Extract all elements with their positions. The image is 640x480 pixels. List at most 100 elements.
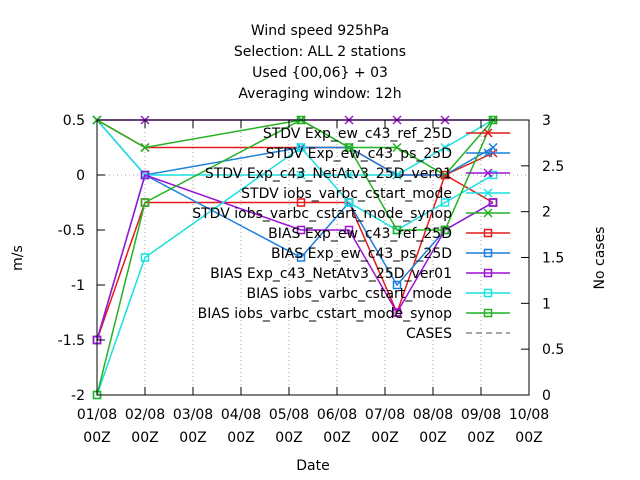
legend-label: STDV Exp_ew_c43_ref_25D <box>263 126 452 142</box>
data-point <box>344 198 354 207</box>
legend-swatch <box>466 268 510 278</box>
legend-swatch <box>466 188 510 198</box>
data-point <box>296 143 306 152</box>
y-tick-label: 0.5 <box>63 113 85 129</box>
y-tick-label: -1 <box>71 278 85 294</box>
x-tick-label: 10/08 <box>509 407 549 423</box>
x-tick-label-hour: 00Z <box>371 430 398 446</box>
x-tick-label-hour: 00Z <box>227 430 254 446</box>
data-point <box>440 142 450 153</box>
x-tick-label: 04/08 <box>221 407 261 423</box>
legend-swatch <box>466 208 510 218</box>
data-point <box>483 188 493 198</box>
x-tick-label: 01/08 <box>77 407 117 423</box>
data-point <box>483 208 493 218</box>
data-point <box>392 308 402 317</box>
y-axis-label: m/s <box>10 245 26 271</box>
x-tick-label: 05/08 <box>269 407 309 423</box>
data-point <box>296 170 306 180</box>
x-axis-label: Date <box>296 458 329 474</box>
y2-tick-label: 1.5 <box>542 251 564 267</box>
data-point <box>344 170 354 180</box>
legend-swatch <box>466 288 510 298</box>
title-line: Selection: ALL 2 stations <box>234 44 406 60</box>
legend-label: BIAS Exp_ew_c43_ref_25D <box>268 226 452 242</box>
x-tick-label: 08/08 <box>413 407 453 423</box>
data-point <box>392 280 402 290</box>
legend-swatch <box>466 248 510 258</box>
y-tick-label: -1.5 <box>58 333 85 349</box>
y-tick-label: -2 <box>71 388 85 404</box>
x-tick-label-hour: 00Z <box>275 430 302 446</box>
x-tick-label-hour: 00Z <box>419 430 446 446</box>
data-point <box>440 170 450 180</box>
data-point <box>296 198 306 207</box>
legend-label: STDV iobs_varbc_cstart_mode_synop <box>192 206 452 222</box>
data-point <box>140 170 150 180</box>
legend-label: CASES <box>406 326 452 342</box>
x-tick-label-hour: 00Z <box>467 430 494 446</box>
y-tick-label: -0.5 <box>58 223 85 239</box>
chart-title: Wind speed 925hPa Selection: ALL 2 statio… <box>234 23 406 102</box>
y2-tick-label: 1 <box>542 296 551 312</box>
x-tick-label-hour: 00Z <box>131 430 158 446</box>
legend: STDV Exp_ew_c43_ref_25D STDV Exp_ew_c43_p… <box>192 126 510 342</box>
data-point <box>140 253 150 262</box>
legend-label: STDV Exp_c43_NetAtv3_25D_ver01 <box>205 166 452 182</box>
data-point <box>392 142 402 153</box>
legend-label: BIAS Exp_ew_c43_ps_25D <box>271 246 452 262</box>
data-point <box>296 253 306 262</box>
title-line: Used {00,06} + 03 <box>252 65 388 81</box>
data-point <box>440 225 450 235</box>
data-point <box>483 288 493 298</box>
data-point <box>483 248 493 258</box>
legend-swatch <box>466 148 510 158</box>
x-tick-label-hour: 00Z <box>83 430 110 446</box>
data-point <box>483 308 493 318</box>
legend-swatch <box>466 168 510 178</box>
x-tick-label-hour: 00Z <box>323 430 350 446</box>
data-point <box>483 128 493 138</box>
x-tick-label: 09/08 <box>461 407 501 423</box>
data-point <box>440 198 450 207</box>
data-point <box>483 268 493 278</box>
data-point <box>483 168 493 178</box>
y2-tick-label: 2.5 <box>542 159 564 175</box>
x-tick-label-hour: 00Z <box>515 430 542 446</box>
x-tick-label: 06/08 <box>317 407 357 423</box>
series-line <box>96 119 494 396</box>
x-tick-label-hour: 00Z <box>179 430 206 446</box>
legend-swatch <box>466 228 510 238</box>
legend-label: STDV Exp_ew_c43_ps_25D <box>266 146 452 162</box>
title-line: Wind speed 925hPa <box>251 23 389 39</box>
y2-axis-label: No cases <box>592 227 608 290</box>
y-tick-label: 0 <box>76 168 85 184</box>
legend-label: STDV iobs_varbc_cstart_mode <box>241 186 452 202</box>
y2-tick-label: 0 <box>542 388 551 404</box>
y-axis-ticks: 0.5 0 -0.5 -1 -1.5 -2 <box>58 113 105 404</box>
data-point <box>296 225 306 235</box>
data-point <box>483 148 493 158</box>
data-point <box>140 198 150 207</box>
x-tick-label: 02/08 <box>125 407 165 423</box>
data-point <box>392 225 402 235</box>
data-point <box>488 198 498 207</box>
legend-swatch <box>466 308 510 318</box>
x-tick-label: 07/08 <box>365 407 405 423</box>
y2-tick-label: 3 <box>542 113 551 129</box>
data-point <box>344 225 354 235</box>
y2-tick-label: 2 <box>542 205 551 221</box>
data-point <box>344 143 354 152</box>
legend-swatch <box>466 128 510 138</box>
legend-label: BIAS iobs_varbc_cstart_mode <box>247 286 453 302</box>
legend-label: BIAS iobs_varbc_cstart_mode_synop <box>198 306 453 322</box>
y2-tick-label: 0.5 <box>542 342 564 358</box>
x-axis-ticks: 01/08 00Z 02/08 00Z 03/08 00Z 04/08 00Z 05/08 00Z… <box>77 120 549 446</box>
y2-axis-ticks: 3 2.5 2 1.5 1 0.5 0 <box>521 113 564 404</box>
data-point <box>392 170 402 180</box>
title-line: Averaging window: 12h <box>238 86 401 102</box>
data-point <box>140 142 150 153</box>
data-point <box>483 228 493 238</box>
series-line <box>96 146 494 396</box>
